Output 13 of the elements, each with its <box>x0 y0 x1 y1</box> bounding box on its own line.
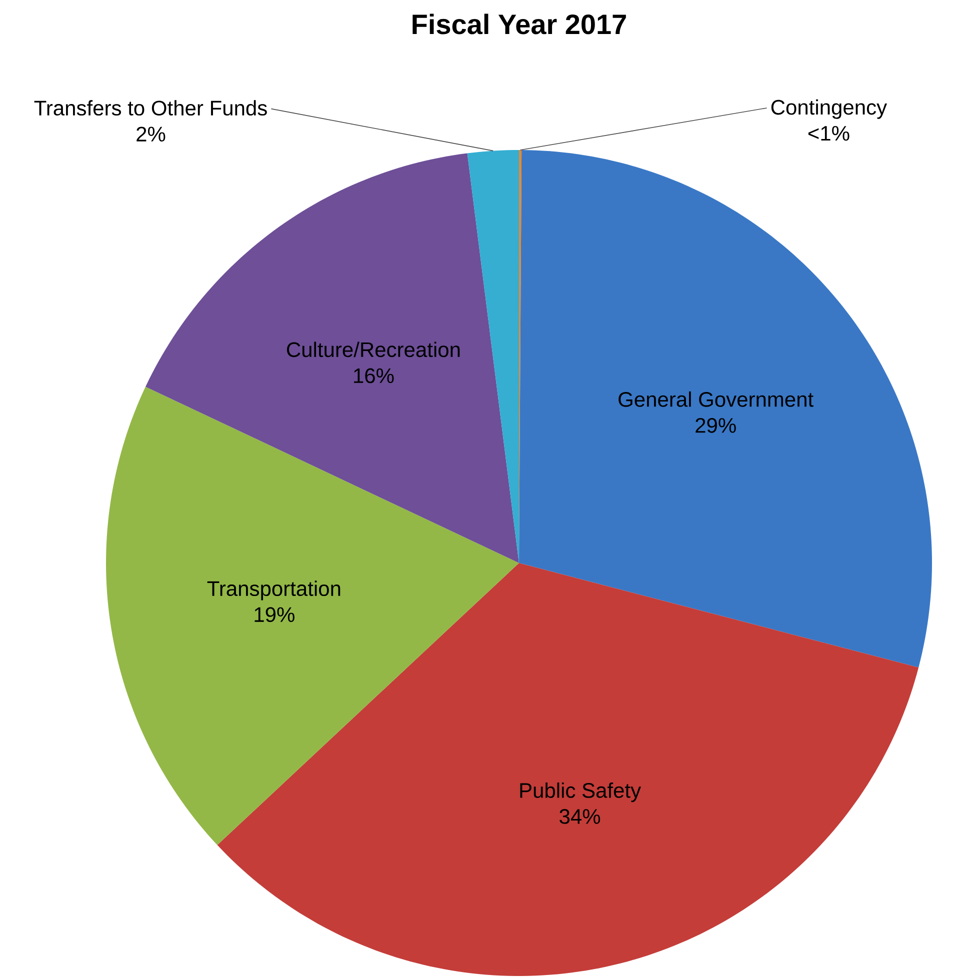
slice-label: General Government <box>618 391 814 407</box>
slice-label: Public Safety <box>520 782 642 802</box>
data-label: 34% <box>560 809 600 824</box>
data-label: 19% <box>254 607 294 622</box>
data-label: 2% <box>136 126 166 142</box>
slice-label: Transfers to Other Funds <box>34 100 267 116</box>
data-label: 29% <box>696 418 736 433</box>
data-label: 16% <box>354 368 394 384</box>
slice-label: Transportation <box>207 580 340 600</box>
data-label: <1% <box>808 126 850 141</box>
slice-label: Contingency <box>771 99 888 119</box>
slice-label: Culture/Recreation <box>286 342 460 358</box>
chart-title: Fiscal Year 2017 <box>412 14 626 34</box>
